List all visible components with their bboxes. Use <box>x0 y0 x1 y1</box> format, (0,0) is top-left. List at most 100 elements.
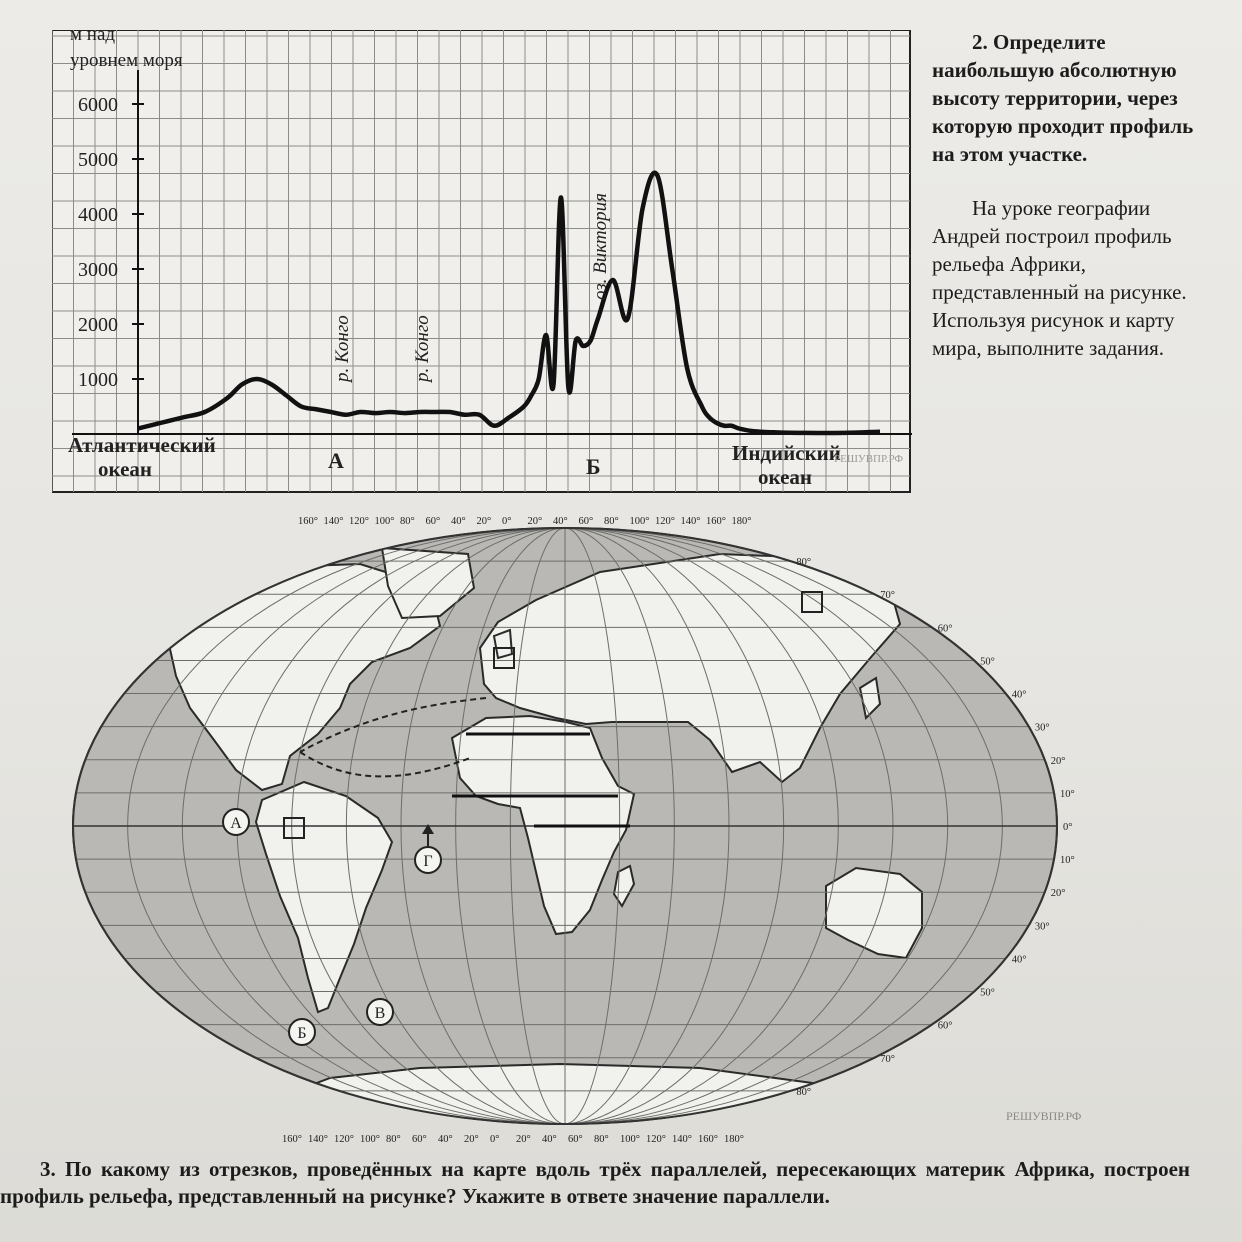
longitude-label-bottom: 20° <box>516 1134 531 1145</box>
label-indian-ocean-2: океан <box>758 465 812 489</box>
question-2-title: 2. Определите наибольшую абсолютную высо… <box>932 30 1194 166</box>
longitude-label-top: 80° <box>400 516 415 527</box>
latitude-label-south: 40° <box>1012 954 1027 965</box>
longitude-label-top: 0° <box>502 516 511 527</box>
question-2-block: 2. Определите наибольшую абсолютную высо… <box>932 28 1212 362</box>
longitude-label-bottom: 160° <box>282 1134 302 1145</box>
longitude-label-top: 120° <box>349 516 369 527</box>
longitude-label-bottom: 40° <box>542 1134 557 1145</box>
longitude-label-top: 100° <box>375 516 395 527</box>
latitude-labels-south: 10° 20° 30° 40° 50° 60° 70° 80° <box>796 855 1074 1098</box>
longitude-label-top: 20° <box>528 516 543 527</box>
latitude-label-north: 80° <box>796 557 811 568</box>
longitude-label-top: 140° <box>681 516 701 527</box>
marker-g: Г <box>414 846 442 874</box>
longitude-label-top: 160° <box>706 516 726 527</box>
y-axis-label-line2: уровнем моря <box>70 50 183 71</box>
longitude-label-top: 60° <box>579 516 594 527</box>
japan <box>858 676 882 721</box>
latitude-label-south: 20° <box>1051 888 1066 899</box>
chart-watermark: РЕШУВПР.РФ <box>834 453 903 465</box>
antarctica <box>238 1062 902 1124</box>
longitude-label-top: 40° <box>553 516 568 527</box>
latitude-label-north: 60° <box>938 623 953 634</box>
question-3-text: 3. По какому из отрезков, проведённых на… <box>0 1157 1190 1208</box>
longitude-label-top: 160° <box>298 516 318 527</box>
marker-a-label: А <box>230 815 242 832</box>
latitude-label-north: 50° <box>980 656 995 667</box>
longitude-label-top: 120° <box>655 516 675 527</box>
longitude-label-bottom: 140° <box>672 1134 692 1145</box>
longitude-label-bottom: 180° <box>724 1134 744 1145</box>
longitude-label-top: 180° <box>732 516 752 527</box>
y-tick-label: 4000 <box>78 204 118 226</box>
label-atlantic-ocean-2: океан <box>98 457 152 481</box>
longitude-label-top: 80° <box>604 516 619 527</box>
relief-profile-chart: 1000 2000 3000 4000 5000 6000 м над уровнем м… <box>52 30 912 493</box>
eurasia <box>478 552 902 784</box>
longitude-label-bottom: 20° <box>464 1134 479 1145</box>
longitude-label-bottom: 100° <box>360 1134 380 1145</box>
map-watermark: РЕШУВПР.РФ <box>1006 1109 1081 1123</box>
marker-v-label: В <box>375 1005 386 1022</box>
longitude-label-bottom: 0° <box>490 1134 499 1145</box>
latitude-label-south: 30° <box>1035 921 1050 932</box>
relief-profile-line <box>137 170 881 436</box>
longitude-label-bottom: 80° <box>386 1134 401 1145</box>
arrow-g-head <box>422 824 434 834</box>
square-marker-south-america <box>283 817 305 839</box>
latitude-label-south: 60° <box>938 1021 953 1032</box>
longitude-label-bottom: 100° <box>620 1134 640 1145</box>
latitude-label-north: 10° <box>1060 789 1075 800</box>
south-america <box>254 780 394 1014</box>
longitude-label-bottom: 40° <box>438 1134 453 1145</box>
question-2-intro: На уроке географии Андрей построил профи… <box>932 196 1187 360</box>
label-point-b: Б <box>586 454 601 479</box>
label-atlantic-ocean-1: Атлантический <box>68 433 216 457</box>
y-tick-label: 2000 <box>78 314 118 336</box>
y-tick-label: 1000 <box>78 369 118 391</box>
latitude-labels-north: 80° 70° 60° 50° 40° 30° 20° 10° 0° <box>796 557 1074 833</box>
y-tick-label: 6000 <box>78 94 118 116</box>
longitude-label-top: 60° <box>426 516 441 527</box>
latitude-label-north: 0° <box>1063 822 1072 833</box>
latitude-label-north: 70° <box>880 590 895 601</box>
route-line <box>299 697 487 778</box>
longitude-label-bottom: 160° <box>698 1134 718 1145</box>
longitude-labels-top: 160° 140° 120° 100° 80° 60° 40° 20° 0° 20° 40° 60° 8… <box>298 516 751 527</box>
marker-b: Б <box>288 1018 316 1046</box>
y-tick-label: 5000 <box>78 149 118 171</box>
label-indian-ocean-1: Индийский <box>732 441 841 465</box>
latitude-label-south: 80° <box>796 1087 811 1098</box>
longitude-label-bottom: 60° <box>412 1134 427 1145</box>
label-lake-victoria: оз. Виктория <box>590 193 611 300</box>
square-marker-siberia <box>801 591 823 613</box>
latitude-label-south: 70° <box>880 1054 895 1065</box>
longitude-labels-bottom: 160° 140° 120° 100° 80° 60° 40° 20° 0° 20° 40° 60° 8… <box>282 1134 744 1145</box>
latitude-label-north: 20° <box>1051 756 1066 767</box>
longitude-label-bottom: 140° <box>308 1134 328 1145</box>
latitude-label-north: 30° <box>1035 723 1050 734</box>
uk <box>492 628 514 660</box>
longitude-label-top: 140° <box>324 516 344 527</box>
longitude-label-top: 20° <box>477 516 492 527</box>
longitude-label-bottom: 80° <box>594 1134 609 1145</box>
label-river-congo-2: р. Конго <box>412 315 433 384</box>
world-map: 160° 140° 120° 100° 80° 60° 40° 20° 0° 20° 40° 60° 8… <box>72 516 1081 1145</box>
y-tick-label: 3000 <box>78 259 118 281</box>
label-point-a: А <box>328 448 344 473</box>
marker-v: В <box>366 998 394 1026</box>
latitude-label-south: 10° <box>1060 855 1075 866</box>
australia <box>825 866 923 960</box>
longitude-label-bottom: 120° <box>334 1134 354 1145</box>
square-marker-europe <box>493 647 515 669</box>
marker-b-label: Б <box>297 1025 306 1042</box>
longitude-label-top: 40° <box>451 516 466 527</box>
y-axis-label-line1: м над <box>70 30 115 45</box>
longitude-label-bottom: 60° <box>568 1134 583 1145</box>
longitude-label-bottom: 120° <box>646 1134 666 1145</box>
latitude-label-south: 50° <box>980 988 995 999</box>
marker-g-label: Г <box>423 853 432 870</box>
longitude-label-top: 100° <box>630 516 650 527</box>
marker-a: А <box>222 808 250 836</box>
